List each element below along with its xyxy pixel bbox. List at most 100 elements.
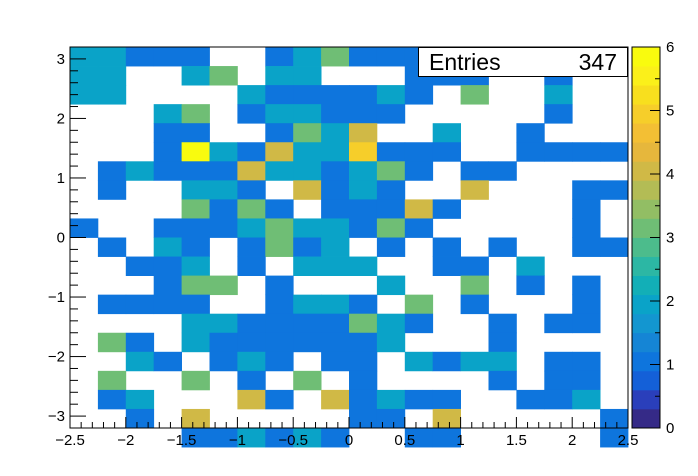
heatmap-cell	[349, 104, 378, 124]
heatmap-cell	[349, 389, 378, 410]
heatmap-cell	[97, 294, 127, 315]
heatmap-cell	[432, 408, 461, 429]
color-scale-band	[632, 237, 660, 257]
heatmap-cell	[293, 85, 322, 105]
color-scale-band	[632, 104, 660, 124]
heatmap-cell	[209, 218, 238, 238]
heatmap-cell	[265, 199, 294, 219]
heatmap-cell	[237, 180, 266, 200]
heatmap-cell	[432, 237, 461, 257]
heatmap-cell	[293, 66, 322, 86]
heatmap-cell	[265, 161, 294, 181]
heatmap-cell	[460, 180, 489, 200]
heatmap-cell	[321, 428, 350, 448]
heatmap-cell	[349, 180, 378, 200]
heatmap-cell	[181, 237, 210, 257]
color-scale-band	[632, 142, 660, 162]
heatmap-cell	[460, 351, 489, 372]
heatmap-cell	[376, 218, 406, 238]
x-axis: −2.5 −2 −1.5 −1 −0.5 0 0.5 1 1.5 2 2.5	[55, 417, 638, 449]
z-tick-label: 3	[666, 230, 674, 247]
heatmap-cell	[600, 237, 629, 257]
heatmap-cell	[432, 428, 461, 448]
heatmap-cell	[321, 218, 350, 238]
z-tick-label: 0	[666, 420, 674, 437]
heatmap-cell	[293, 142, 322, 162]
heatmap-cell	[237, 199, 266, 219]
heatmap-cell	[237, 389, 266, 410]
heatmap-cell	[181, 313, 210, 334]
heatmap-cell	[516, 275, 545, 296]
heatmap-cell	[265, 85, 294, 105]
z-tick-label: 5	[666, 103, 674, 120]
heatmap-cell	[321, 351, 350, 372]
heatmap-cell	[125, 294, 155, 315]
heatmap-cell	[181, 370, 210, 391]
heatmap-cell	[544, 351, 573, 372]
heatmap-cell	[265, 218, 294, 238]
heatmap-cell	[572, 313, 601, 334]
color-scale-band	[632, 161, 660, 181]
heatmap-cell	[181, 428, 210, 448]
stats-box: Entries 347	[418, 47, 628, 77]
stats-entries-label: Entries	[429, 49, 501, 75]
heatmap-cell	[544, 389, 573, 410]
heatmap-cell	[153, 294, 182, 315]
heatmap-cell	[125, 408, 155, 429]
heatmap-cell	[181, 123, 210, 143]
x-tick-label: 0	[345, 432, 353, 449]
heatmap-cell	[349, 313, 378, 334]
heatmap-cell	[544, 104, 573, 124]
heatmap-cell	[404, 142, 434, 162]
heatmap-cell	[293, 123, 322, 143]
heatmap-cell	[209, 66, 238, 86]
heatmap-cell	[376, 332, 406, 353]
y-tick-label: −1	[48, 289, 65, 306]
heatmap-cell	[349, 161, 378, 181]
heatmap-cell	[153, 142, 182, 162]
heatmap-cell	[321, 256, 350, 276]
heatmap-cell	[321, 47, 350, 67]
heatmap-cell	[321, 332, 350, 353]
heatmap-cell	[544, 313, 573, 334]
heatmap-cell	[293, 332, 322, 353]
heatmap-cell	[488, 370, 517, 391]
heatmap-cell	[349, 370, 378, 391]
heatmap-cell	[265, 313, 294, 334]
heatmap-cell	[265, 123, 294, 143]
z-tick-label: 2	[666, 293, 674, 310]
x-tick-label: −1	[229, 432, 246, 449]
heatmap-cell	[209, 428, 238, 448]
color-scale-band	[632, 123, 660, 143]
heatmap-cell	[376, 275, 406, 296]
heatmap-cell	[349, 123, 378, 143]
heatmap-cell	[265, 428, 294, 448]
heatmap-cell	[237, 332, 266, 353]
heatmap-cell	[237, 351, 266, 372]
heatmap-cell	[153, 237, 182, 257]
heatmap-cell	[181, 218, 210, 238]
heatmap-cell	[572, 389, 601, 410]
heatmap-cell	[404, 85, 434, 105]
x-tick-label: 1	[456, 432, 464, 449]
heatmap-cell	[181, 275, 210, 296]
color-scale-band	[632, 199, 660, 219]
heatmap-cell	[544, 142, 573, 162]
heatmap-cell	[349, 47, 378, 67]
heatmap-cell	[321, 237, 350, 257]
heatmap-cell	[376, 313, 406, 334]
color-scale: 0 1 2 3 4 5 6	[631, 39, 674, 437]
color-scale-band	[632, 332, 660, 353]
heatmap-cell	[488, 161, 517, 181]
heatmap-cell	[349, 218, 378, 238]
heatmap-cell	[293, 47, 322, 67]
heatmap-cell	[376, 389, 406, 410]
y-axis: −3 −2 −1 0 1 2 3	[48, 46, 86, 429]
heatmap-cell	[209, 332, 238, 353]
heatmap-cell	[237, 428, 266, 448]
color-scale-band	[632, 47, 660, 67]
heatmap-cell	[460, 161, 489, 181]
heatmap-cell	[376, 161, 406, 181]
heatmap-cell	[153, 275, 182, 296]
color-scale-band	[632, 351, 660, 372]
